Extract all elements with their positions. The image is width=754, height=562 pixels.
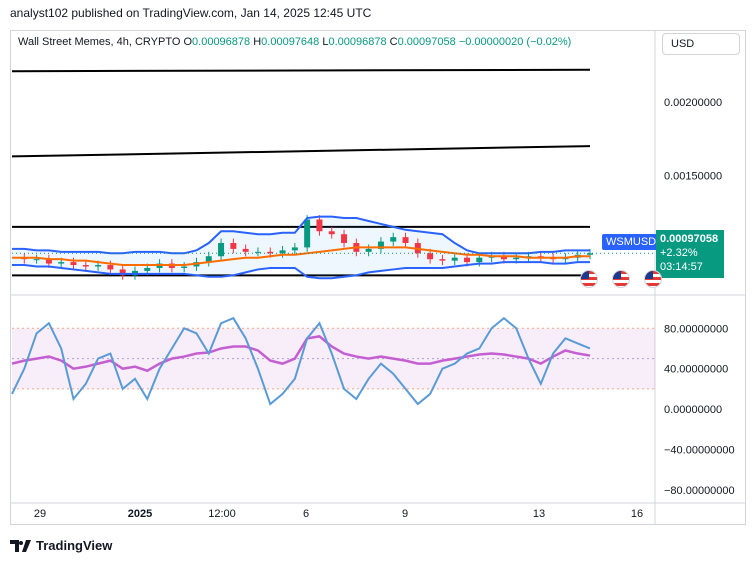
candle-body <box>402 237 409 244</box>
candle-body <box>377 241 384 249</box>
candle-body <box>82 265 89 267</box>
tradingview-logo[interactable]: TradingView <box>10 538 112 553</box>
low-label: L <box>322 36 329 48</box>
candle-body <box>218 243 225 257</box>
us-flag-event-icon[interactable] <box>612 270 630 288</box>
candle-body <box>365 248 372 252</box>
candle-body <box>304 219 311 248</box>
symbol-label[interactable]: Wall Street Memes, 4h, CRYPTO <box>18 36 181 48</box>
candle-body <box>254 251 261 253</box>
candle-body <box>242 248 249 252</box>
grid-layer <box>10 30 746 525</box>
time-tick-label: 6 <box>303 508 309 520</box>
stoch-k-line <box>11 316 591 406</box>
stoch-tick-label: 0.00000000 <box>664 404 722 416</box>
candle-body <box>587 253 593 255</box>
candle-body <box>144 267 151 271</box>
ohlc-legend: Wall Street Memes, 4h, CRYPTO O0.0009687… <box>18 36 571 48</box>
open-value: 0.00096878 <box>192 36 251 48</box>
trendline-mid-channel <box>11 145 591 158</box>
stoch-tick-label: 80.00000000 <box>664 323 728 335</box>
candle-body <box>205 256 212 263</box>
price-tick-label: 0.00200000 <box>664 97 722 109</box>
stoch-d-line <box>11 335 591 373</box>
time-tick-label: 29 <box>34 508 46 520</box>
candle-body <box>427 253 434 260</box>
candle-body <box>279 250 286 254</box>
last-price: 0.00097058 <box>660 233 719 245</box>
us-flag-event-icon[interactable] <box>580 270 598 288</box>
candle-body <box>181 266 188 268</box>
symbol-badge[interactable]: WSMUSD <box>602 234 661 250</box>
tradingview-logo-icon <box>10 539 31 552</box>
candle-body <box>439 259 446 261</box>
candle-body <box>45 259 52 264</box>
candle-body <box>476 257 483 263</box>
time-tick-label: 2025 <box>128 508 152 520</box>
candle-body <box>95 265 102 267</box>
price-tick-label: 0.00150000 <box>664 170 722 182</box>
candle-body <box>70 262 77 266</box>
candle-body <box>341 234 348 244</box>
candle-body <box>316 219 323 232</box>
candle-body <box>107 265 114 270</box>
change-value: −0.00000020 (−0.02%) <box>458 36 572 48</box>
time-tick-label: 9 <box>402 508 408 520</box>
time-tick-label: 16 <box>631 508 643 520</box>
high-label: H <box>253 36 262 48</box>
stoch-tick-label: −80.00000000 <box>664 485 735 497</box>
axes-layer: 0.00200000 0.00150000 80.00000000 40.000000… <box>34 97 735 520</box>
trendline-upper-channel <box>11 68 591 73</box>
candle-body <box>513 257 520 260</box>
candle-body <box>58 262 65 264</box>
time-tick-label: 13 <box>533 508 545 520</box>
candle-body <box>451 257 458 261</box>
chart-frame <box>10 30 746 525</box>
bollinger-basis-line <box>12 246 590 267</box>
bollinger-lower-line <box>12 261 590 280</box>
close-value: 0.00097058 <box>397 36 456 48</box>
bollinger-fill <box>12 216 590 279</box>
currency-button[interactable]: USD <box>662 33 740 55</box>
low-value: 0.00096878 <box>328 36 387 48</box>
candle-body <box>33 259 40 261</box>
candle-body <box>500 256 507 260</box>
last-price-box: 0.00097058 +2.32% 03:14:57 <box>656 230 724 278</box>
close-label: C <box>389 36 398 48</box>
open-label: O <box>183 36 193 48</box>
publisher-header: analyst102 published on TradingView.com,… <box>10 6 372 20</box>
us-flag-event-icon[interactable] <box>644 270 662 288</box>
stochastic-pane[interactable] <box>11 316 655 406</box>
candle-body <box>464 257 471 263</box>
brand-name: TradingView <box>36 538 113 553</box>
candle-body <box>230 243 237 249</box>
stoch-tick-label: 40.00000000 <box>664 364 728 376</box>
candle-body <box>390 237 397 242</box>
bar-countdown: 03:14:57 <box>660 261 703 273</box>
candle-body <box>328 231 335 235</box>
price-pane[interactable] <box>11 68 655 280</box>
stoch-tick-label: −40.00000000 <box>664 444 735 456</box>
candle-body <box>267 251 274 254</box>
candle-body <box>291 247 298 251</box>
time-tick-label: 12:00 <box>208 508 236 520</box>
high-value: 0.00097648 <box>261 36 320 48</box>
candle-body <box>119 269 126 276</box>
price-change-pct: +2.32% <box>660 247 698 259</box>
